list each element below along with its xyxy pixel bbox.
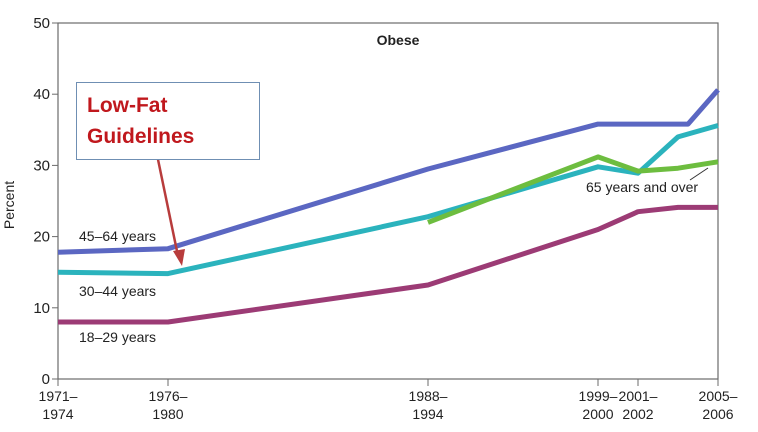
x-tick-label-line2: 2000	[582, 406, 613, 422]
label-65-leader	[689, 167, 709, 181]
y-tick-label: 20	[33, 229, 50, 246]
series-label-65-over: 65 years and over	[586, 179, 698, 195]
y-axis-label: Percent	[1, 181, 17, 229]
x-tick-label-line2: 1980	[152, 406, 183, 422]
x-tick-label-line2: 1974	[42, 406, 73, 422]
x-tick-label-line1: 1976–	[149, 388, 188, 404]
series-label-18-29: 18–29 years	[79, 329, 156, 345]
x-tick-label-line1: 1999–	[579, 388, 618, 404]
x-tick-label-line2: 1994	[412, 406, 443, 422]
y-tick-label: 0	[42, 371, 50, 388]
x-tick-label-line2: 2006	[702, 406, 733, 422]
y-tick-label: 10	[33, 300, 50, 317]
x-tick-label-line1: 2001–	[619, 388, 658, 404]
series-line-2	[427, 154, 719, 225]
chart-title: Obese	[377, 32, 420, 48]
callout-arrow	[153, 144, 180, 257]
y-tick-label: 30	[33, 157, 50, 174]
series-label-30-44: 30–44 years	[79, 283, 156, 299]
y-tick-label: 40	[33, 86, 50, 103]
x-tick-label-line1: 1971–	[39, 388, 78, 404]
y-tick-label: 50	[33, 15, 50, 32]
series-line-1	[57, 123, 719, 277]
series-line-0	[57, 88, 720, 255]
callout-line-2: Guidelines	[87, 125, 195, 148]
x-tick-label-line2: 2002	[622, 406, 653, 422]
series-label-45-64: 45–64 years	[79, 228, 156, 244]
low-fat-guidelines-callout: Low-Fat Guidelines	[76, 82, 260, 160]
x-tick-label-line1: 1988–	[409, 388, 448, 404]
callout-line-1: Low-Fat	[87, 94, 168, 117]
plot-frame	[57, 22, 719, 380]
x-tick-label-line1: 2005–	[699, 388, 738, 404]
series-line-3	[58, 204, 718, 325]
callout-arrowhead	[173, 249, 185, 266]
